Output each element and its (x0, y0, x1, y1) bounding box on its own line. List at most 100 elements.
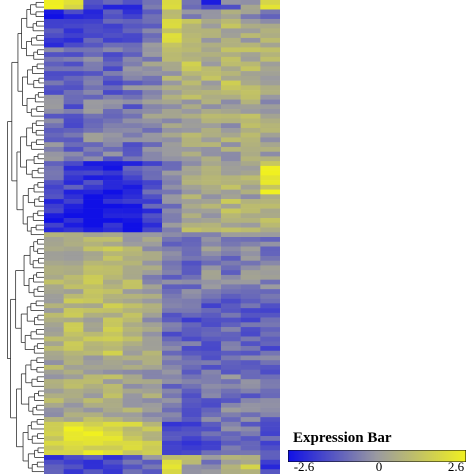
heatmap-cell (122, 184, 143, 190)
heatmap-cell (83, 265, 104, 271)
heatmap-cell (142, 33, 163, 39)
heatmap-cell (83, 469, 104, 474)
heatmap-cell (240, 222, 261, 228)
heatmap-cell (181, 52, 202, 58)
heatmap-cell (122, 142, 143, 148)
heatmap-cell (260, 455, 280, 461)
heatmap-cell (63, 464, 84, 470)
heatmap-cell (103, 47, 123, 53)
heatmap-cell (122, 459, 143, 465)
heatmap-cell (201, 94, 222, 100)
heatmap-cell (103, 4, 123, 10)
heatmap-cell (63, 312, 84, 318)
heatmap-cell (162, 222, 182, 228)
heatmap-cell (181, 208, 202, 214)
heatmap-cell (240, 208, 261, 214)
heatmap-cell (260, 90, 280, 96)
heatmap-cell (201, 161, 222, 167)
heatmap-cell (240, 360, 261, 366)
heatmap-cell (260, 123, 280, 129)
heatmap-cell (44, 218, 64, 224)
heatmap-cell (83, 227, 104, 233)
heatmap-cell (260, 9, 280, 15)
heatmap-cell (260, 23, 280, 29)
heatmap-cell (83, 137, 104, 143)
heatmap-cell (142, 459, 163, 465)
heatmap-cell (142, 284, 163, 290)
heatmap-cell (181, 175, 202, 181)
heatmap-cell (142, 18, 163, 24)
heatmap-cell (201, 237, 222, 243)
heatmap-cell (260, 213, 280, 219)
heatmap-cell (240, 421, 261, 427)
heatmap-cell (240, 308, 261, 314)
heatmap-cell (63, 23, 84, 29)
heatmap-cell (260, 237, 280, 243)
heatmap-cell (240, 350, 261, 356)
heatmap-cell (162, 56, 182, 62)
heatmap-cell (260, 317, 280, 323)
heatmap-cell (63, 222, 84, 228)
heatmap-cell (44, 137, 64, 143)
heatmap-cell (181, 47, 202, 53)
heatmap-cell (83, 118, 104, 124)
heatmap-cell (83, 355, 104, 361)
heatmap-cell (83, 61, 104, 67)
heatmap-cell (221, 142, 241, 148)
heatmap-cell (240, 312, 261, 318)
heatmap-cell (122, 431, 143, 437)
heatmap-cell (103, 132, 123, 138)
heatmap-cell (122, 94, 143, 100)
heatmap-cell (83, 246, 104, 252)
heatmap-cell (44, 175, 64, 181)
heatmap-cell (83, 383, 104, 389)
heatmap-cell (103, 246, 123, 252)
heatmap-cell (201, 33, 222, 39)
heatmap-cell (44, 417, 64, 423)
heatmap-cell (162, 123, 182, 129)
heatmap-cell (162, 37, 182, 43)
heatmap-cell (201, 412, 222, 418)
heatmap-cell (240, 189, 261, 195)
heatmap-cell (260, 199, 280, 205)
heatmap-cell (181, 274, 202, 280)
heatmap-cell (122, 469, 143, 474)
heatmap-cell (103, 341, 123, 347)
heatmap-cell (122, 436, 143, 442)
heatmap-cell (162, 407, 182, 413)
heatmap-cell (260, 175, 280, 181)
heatmap-cell (103, 336, 123, 342)
heatmap-cell (83, 317, 104, 323)
heatmap-cell (142, 355, 163, 361)
heatmap-cell (162, 298, 182, 304)
heatmap-cell (260, 450, 280, 456)
heatmap-cell (162, 350, 182, 356)
heatmap-cell (63, 417, 84, 423)
heatmap-cell (221, 56, 241, 62)
heatmap-cell (162, 426, 182, 432)
heatmap-cell (142, 222, 163, 228)
heatmap-cell (221, 175, 241, 181)
heatmap-cell (162, 251, 182, 257)
heatmap-cell (162, 189, 182, 195)
heatmap-cell (63, 161, 84, 167)
heatmap-cell (83, 94, 104, 100)
heatmap-cell (221, 37, 241, 43)
heatmap-cell (63, 61, 84, 67)
heatmap-cell (260, 52, 280, 58)
heatmap-cell (240, 336, 261, 342)
heatmap-cell (83, 398, 104, 404)
heatmap-cell (142, 450, 163, 456)
heatmap-cell (63, 123, 84, 129)
heatmap-cell (63, 426, 84, 432)
heatmap-cell (201, 85, 222, 91)
heatmap-cell (260, 47, 280, 53)
heatmap-cell (122, 218, 143, 224)
heatmap-cell (83, 132, 104, 138)
heatmap-cell (44, 388, 64, 394)
heatmap-cell (181, 118, 202, 124)
heatmap-cell (260, 75, 280, 81)
heatmap-cell (122, 341, 143, 347)
heatmap-cell (181, 469, 202, 474)
heatmap-cell (142, 151, 163, 157)
